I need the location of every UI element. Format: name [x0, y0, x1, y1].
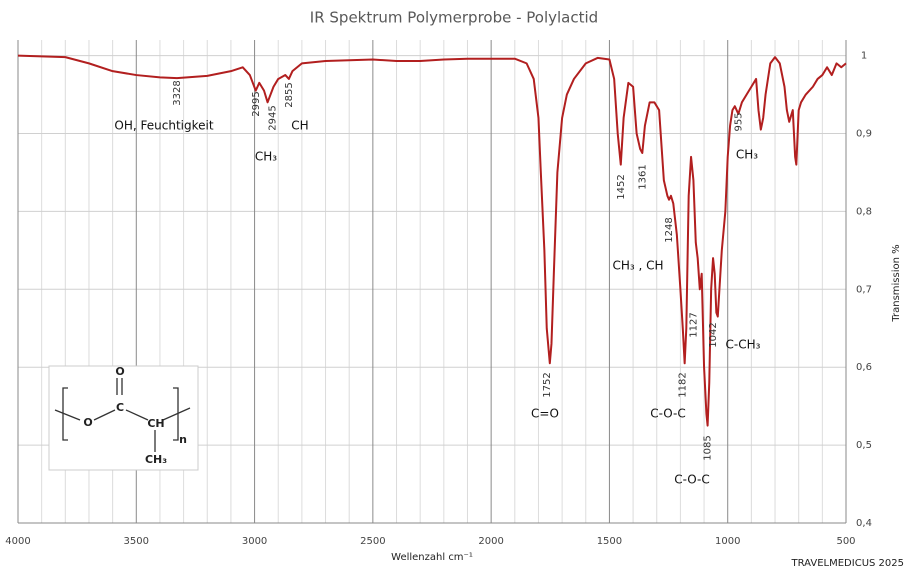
peak-label: 1127: [689, 312, 700, 337]
x-tick-label: 2000: [478, 536, 503, 547]
peak-label: 1042: [708, 322, 719, 347]
y-tick-label: 0,7: [856, 284, 872, 295]
x-tick-label: 1000: [715, 536, 740, 547]
x-tick-label: 3000: [242, 536, 267, 547]
x-tick-label: 1500: [597, 536, 622, 547]
annotation: C-CH₃: [726, 338, 761, 352]
peak-label: 2945: [268, 105, 279, 130]
peak-label: 1182: [678, 372, 689, 397]
y-axis-label: Transmission %: [891, 244, 902, 322]
structure-label: CH₃: [145, 453, 167, 466]
structure-bonds: [54, 378, 191, 452]
annotation: CH₃: [736, 148, 758, 162]
peak-label: 1248: [664, 217, 675, 242]
credit: TRAVELMEDICUS 2025: [791, 558, 904, 569]
structure-box: [48, 365, 199, 471]
annotation: CH₃ , CH: [612, 259, 663, 273]
peak-label: 1361: [637, 164, 648, 189]
plot-area: 0,4 0,5 0,6 0,7 0,8 0,9 1 4000 3500 3000 2500 2000 1…: [5, 40, 872, 547]
x-tick-label: 500: [836, 536, 855, 547]
x-tick-label: 2500: [360, 536, 385, 547]
y-tick-label: 0,5: [856, 440, 872, 451]
annotation: OH, Feuchtigkeit: [114, 119, 213, 133]
annotation: C=O: [531, 407, 559, 421]
peak-label: 1085: [703, 435, 714, 460]
structure-label: O: [115, 365, 124, 378]
structure: O O C CH CH₃ n: [48, 365, 199, 471]
peak-label: 1452: [616, 174, 627, 199]
peak-label: 2995: [251, 91, 262, 116]
spectrum-line: [17, 54, 847, 427]
annotation: C-O-C: [674, 473, 710, 487]
peak-label: 3328: [172, 80, 183, 105]
y-tick-label: 0,9: [856, 128, 872, 139]
peak-label: 1752: [542, 372, 553, 397]
annotation: C-O-C: [650, 407, 686, 421]
x-axis-label: Wellenzahl cm⁻¹: [391, 552, 473, 563]
structure-label: CH: [147, 417, 164, 430]
x-tick-label: 3500: [124, 536, 149, 547]
structure-label: C: [116, 401, 124, 414]
chart-title: IR Spektrum Polymerprobe - Polylactid: [310, 9, 598, 27]
y-tick-label: 0,6: [856, 362, 872, 373]
y-tick-label: 1: [861, 51, 867, 62]
peak-label: 2855: [284, 82, 295, 107]
structure-label: n: [179, 433, 187, 446]
y-tick-label: 0,8: [856, 206, 872, 217]
annotation: CH: [291, 119, 308, 133]
peak-label: 955: [733, 112, 744, 131]
x-tick-label: 4000: [5, 536, 30, 547]
structure-label: O: [83, 416, 92, 429]
annotation: CH₃: [255, 150, 277, 164]
y-tick-label: 0,4: [856, 518, 872, 529]
